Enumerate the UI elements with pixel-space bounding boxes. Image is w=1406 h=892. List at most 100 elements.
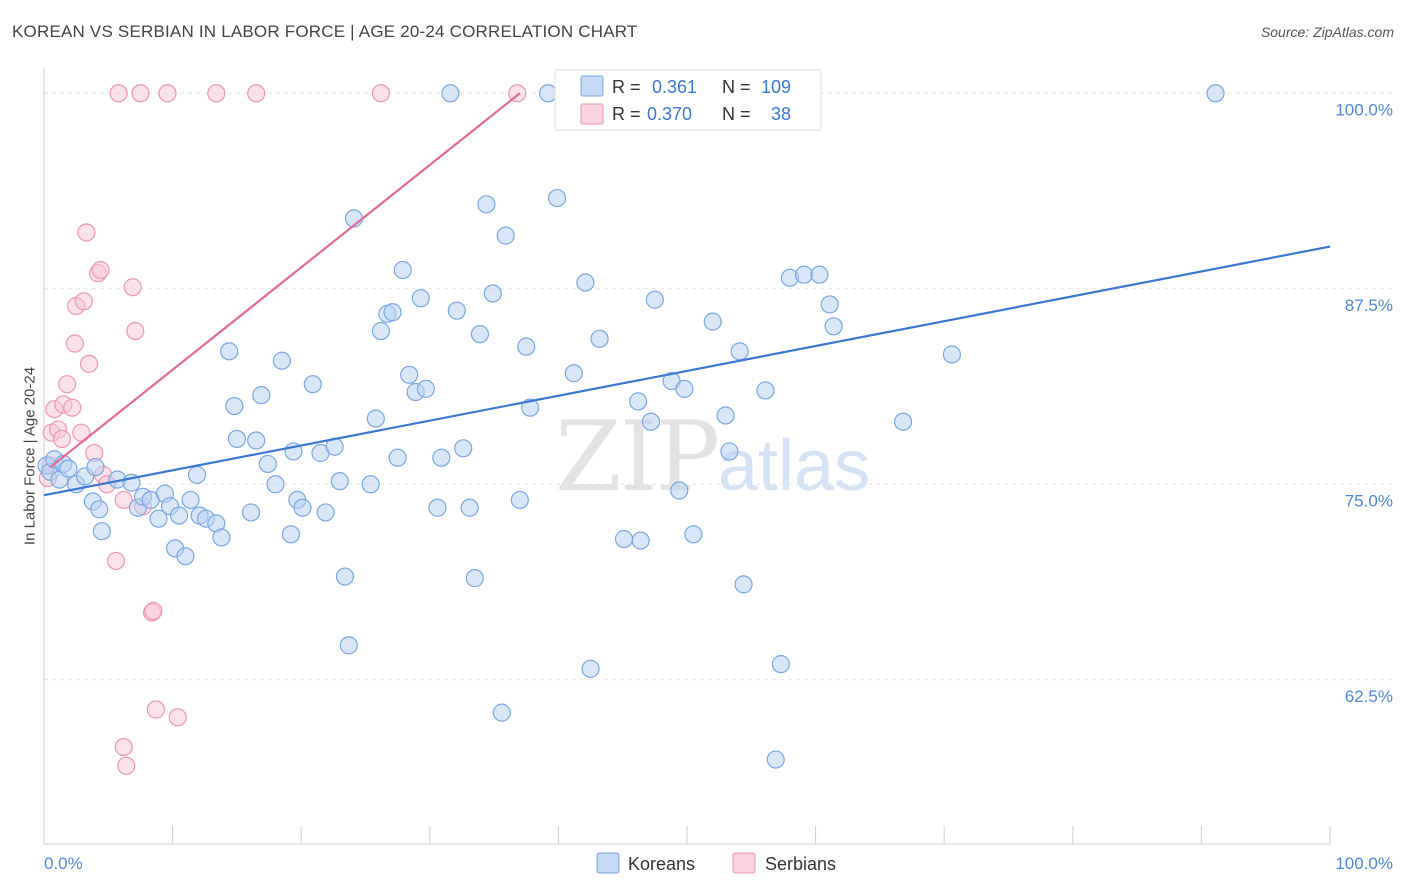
serbian-point bbox=[247, 84, 266, 103]
korean-point bbox=[810, 265, 829, 284]
korean-point bbox=[794, 265, 814, 284]
korean-point bbox=[675, 379, 694, 398]
serbian-point bbox=[65, 334, 84, 353]
legend-koreans-n-value: 109 bbox=[761, 77, 791, 97]
korean-point bbox=[548, 188, 567, 208]
korean-point bbox=[241, 503, 261, 522]
korean-point bbox=[1206, 84, 1225, 103]
korean-point bbox=[92, 522, 111, 541]
korean-point bbox=[641, 412, 661, 431]
korean-point bbox=[820, 295, 839, 314]
korean-point bbox=[330, 472, 349, 491]
korean-point bbox=[266, 475, 285, 494]
legend-koreans-r-label: R = bbox=[612, 77, 641, 97]
legend-serbians-n-value: 38 bbox=[771, 104, 791, 124]
korean-point bbox=[564, 364, 583, 383]
watermark-atlas: atlas bbox=[718, 426, 870, 506]
serbian-point bbox=[158, 84, 177, 103]
bottom-legend-serbians-label: Serbians bbox=[765, 854, 836, 874]
korean-point bbox=[517, 337, 536, 356]
korean-point bbox=[169, 506, 189, 525]
koreans-points bbox=[37, 84, 1225, 769]
korean-point bbox=[411, 289, 430, 308]
korean-point bbox=[496, 226, 515, 245]
korean-point bbox=[361, 475, 380, 494]
series-legend: Koreans Serbians bbox=[596, 852, 836, 874]
serbian-point bbox=[207, 84, 226, 103]
serbian-point bbox=[371, 84, 391, 103]
chart-title: KOREAN VS SERBIAN IN LABOR FORCE | AGE 2… bbox=[12, 22, 638, 41]
zipatlas-watermark: ZIP atlas bbox=[555, 401, 870, 513]
serbian-point bbox=[168, 708, 187, 727]
serbian-point bbox=[91, 260, 110, 280]
korean-point bbox=[149, 509, 168, 528]
y-tick-label: 62.5% bbox=[1345, 687, 1393, 706]
korean-point bbox=[281, 525, 301, 544]
serbian-point bbox=[146, 700, 165, 719]
korean-point bbox=[492, 703, 511, 722]
grid-lines bbox=[44, 92, 1394, 681]
chart-source: Source: ZipAtlas.com bbox=[1260, 24, 1394, 40]
korean-point bbox=[383, 303, 402, 322]
korean-point bbox=[766, 750, 785, 769]
trend-lines bbox=[43, 92, 1331, 497]
serbians-points bbox=[38, 84, 527, 775]
watermark-zip: ZIP bbox=[555, 401, 718, 513]
serbian-point bbox=[126, 321, 145, 341]
korean-point bbox=[942, 345, 962, 364]
korean-point bbox=[335, 567, 355, 586]
korean-point bbox=[576, 273, 595, 292]
korean-point bbox=[730, 342, 749, 361]
korean-point bbox=[614, 529, 634, 549]
korean-point bbox=[59, 459, 78, 478]
serbian-point bbox=[123, 278, 142, 297]
korean-point bbox=[416, 379, 436, 398]
serbian-point bbox=[58, 375, 77, 394]
korean-point bbox=[629, 392, 648, 411]
korean-point bbox=[510, 490, 529, 510]
legend-koreans-n-label: N = bbox=[722, 77, 751, 97]
korean-point bbox=[893, 412, 913, 431]
korean-point bbox=[645, 290, 664, 309]
korean-point bbox=[734, 575, 753, 594]
serbian-point bbox=[117, 756, 136, 775]
korean-point bbox=[460, 498, 479, 517]
korean-point bbox=[756, 381, 775, 400]
korean-point bbox=[393, 260, 412, 280]
x-tick-label-right: 100.0% bbox=[1335, 854, 1393, 873]
korean-point bbox=[316, 503, 335, 522]
korean-point bbox=[454, 439, 473, 458]
serbian-point bbox=[63, 398, 82, 417]
korean-point bbox=[187, 465, 207, 484]
korean-point bbox=[483, 284, 502, 303]
axes bbox=[43, 68, 1331, 845]
korean-point bbox=[388, 448, 407, 467]
korean-point bbox=[447, 301, 466, 320]
serbian-point bbox=[52, 429, 72, 449]
korean-point bbox=[86, 457, 105, 477]
korean-point bbox=[293, 498, 312, 517]
serbians-trend-line bbox=[49, 92, 521, 468]
korean-point bbox=[720, 442, 739, 461]
korean-point bbox=[176, 547, 195, 566]
serbian-point bbox=[131, 84, 150, 103]
serbian-point bbox=[106, 551, 126, 571]
korean-point bbox=[227, 429, 246, 449]
korean-point bbox=[684, 525, 703, 544]
legend-serbians-swatch bbox=[580, 103, 604, 125]
korean-point bbox=[670, 481, 689, 500]
x-tick-label-left: 0.0% bbox=[44, 854, 83, 873]
serbian-point bbox=[144, 601, 163, 621]
korean-point bbox=[771, 655, 790, 674]
korean-point bbox=[716, 406, 735, 425]
korean-point bbox=[252, 386, 271, 405]
legend-serbians-r-value: 0.370 bbox=[647, 104, 692, 124]
correlation-legend: R = 0.361 N = 109 R = 0.370 N = 38 bbox=[554, 69, 822, 131]
korean-point bbox=[212, 528, 231, 547]
korean-point bbox=[90, 500, 109, 519]
tick-labels: 100.0% 87.5% 75.0% 62.5% 0.0% 100.0% bbox=[44, 100, 1393, 873]
korean-point bbox=[371, 321, 391, 341]
legend-serbians-n-label: N = bbox=[722, 104, 751, 124]
korean-point bbox=[181, 490, 200, 510]
